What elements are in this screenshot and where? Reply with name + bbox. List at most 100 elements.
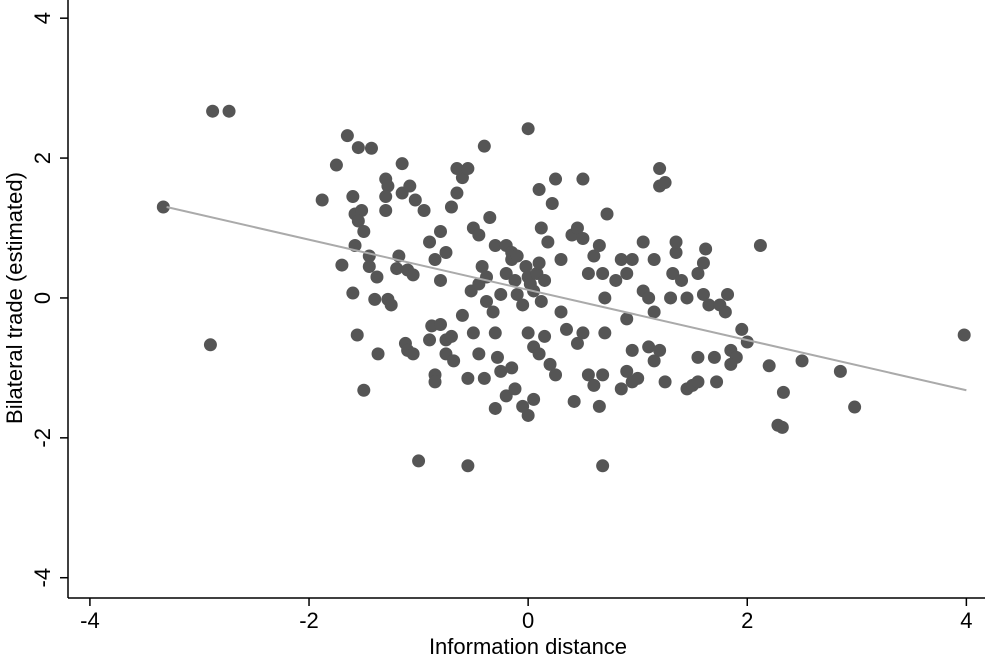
point — [598, 326, 612, 340]
point — [541, 235, 555, 249]
point — [350, 328, 364, 342]
point — [472, 347, 486, 361]
y-tick-label: -2 — [30, 428, 55, 448]
point — [488, 326, 502, 340]
point — [381, 179, 395, 193]
point — [357, 383, 371, 397]
point — [596, 459, 610, 473]
point — [721, 287, 735, 301]
point — [461, 162, 475, 176]
point — [576, 326, 590, 340]
point — [653, 343, 667, 357]
point — [559, 322, 573, 336]
point — [412, 454, 426, 468]
point — [710, 375, 724, 389]
point — [222, 104, 236, 118]
point — [570, 336, 584, 350]
point — [315, 193, 329, 207]
point — [581, 368, 595, 382]
point — [408, 193, 422, 207]
point — [428, 375, 442, 389]
point — [477, 371, 491, 385]
point — [357, 225, 371, 239]
point — [472, 228, 486, 242]
point — [364, 141, 378, 155]
point — [499, 266, 513, 280]
point — [598, 291, 612, 305]
point — [483, 211, 497, 225]
point — [340, 129, 354, 143]
fit-line — [166, 206, 967, 392]
point — [346, 190, 360, 204]
point — [614, 252, 628, 266]
point — [472, 277, 486, 291]
point — [554, 252, 568, 266]
x-tick-label: 4 — [960, 608, 972, 633]
point — [567, 394, 581, 408]
point — [592, 399, 606, 413]
point — [543, 357, 557, 371]
point — [576, 232, 590, 246]
point — [379, 204, 393, 218]
point — [596, 266, 610, 280]
point — [433, 318, 447, 332]
point — [519, 259, 533, 273]
point — [696, 287, 710, 301]
point — [477, 139, 491, 153]
point — [444, 200, 458, 214]
point — [379, 190, 393, 204]
point — [538, 273, 552, 287]
point — [516, 298, 530, 312]
x-tick-label: 2 — [741, 608, 753, 633]
point — [735, 322, 749, 336]
point — [636, 235, 650, 249]
point — [505, 361, 519, 375]
point — [351, 141, 365, 155]
point — [355, 204, 369, 218]
point — [609, 273, 623, 287]
point — [488, 238, 502, 252]
point — [833, 364, 847, 378]
point — [370, 270, 384, 284]
point — [848, 400, 862, 414]
point — [532, 256, 546, 270]
point — [600, 207, 614, 221]
point — [508, 273, 522, 287]
point — [329, 158, 343, 172]
point — [549, 368, 563, 382]
point — [417, 204, 431, 218]
point — [718, 305, 732, 319]
point — [450, 162, 464, 176]
x-tick-label: -4 — [80, 608, 100, 633]
point — [494, 287, 508, 301]
point — [433, 225, 447, 239]
point — [494, 364, 508, 378]
point — [776, 385, 790, 399]
point — [527, 392, 541, 406]
point — [625, 252, 639, 266]
point — [510, 287, 524, 301]
point — [699, 242, 713, 256]
point — [488, 401, 502, 415]
point — [521, 122, 535, 136]
point — [669, 235, 683, 249]
point — [475, 259, 489, 273]
point — [534, 221, 548, 235]
point — [490, 350, 504, 364]
point — [466, 326, 480, 340]
point — [351, 214, 365, 228]
y-tick-label: 2 — [30, 152, 55, 164]
point — [724, 357, 738, 371]
point — [614, 382, 628, 396]
point — [658, 375, 672, 389]
point — [390, 262, 404, 276]
point — [532, 347, 546, 361]
point — [775, 420, 789, 434]
point — [669, 245, 683, 259]
point — [461, 371, 475, 385]
point — [795, 354, 809, 368]
point — [554, 305, 568, 319]
point — [957, 328, 971, 342]
point — [406, 347, 420, 361]
point — [521, 326, 535, 340]
